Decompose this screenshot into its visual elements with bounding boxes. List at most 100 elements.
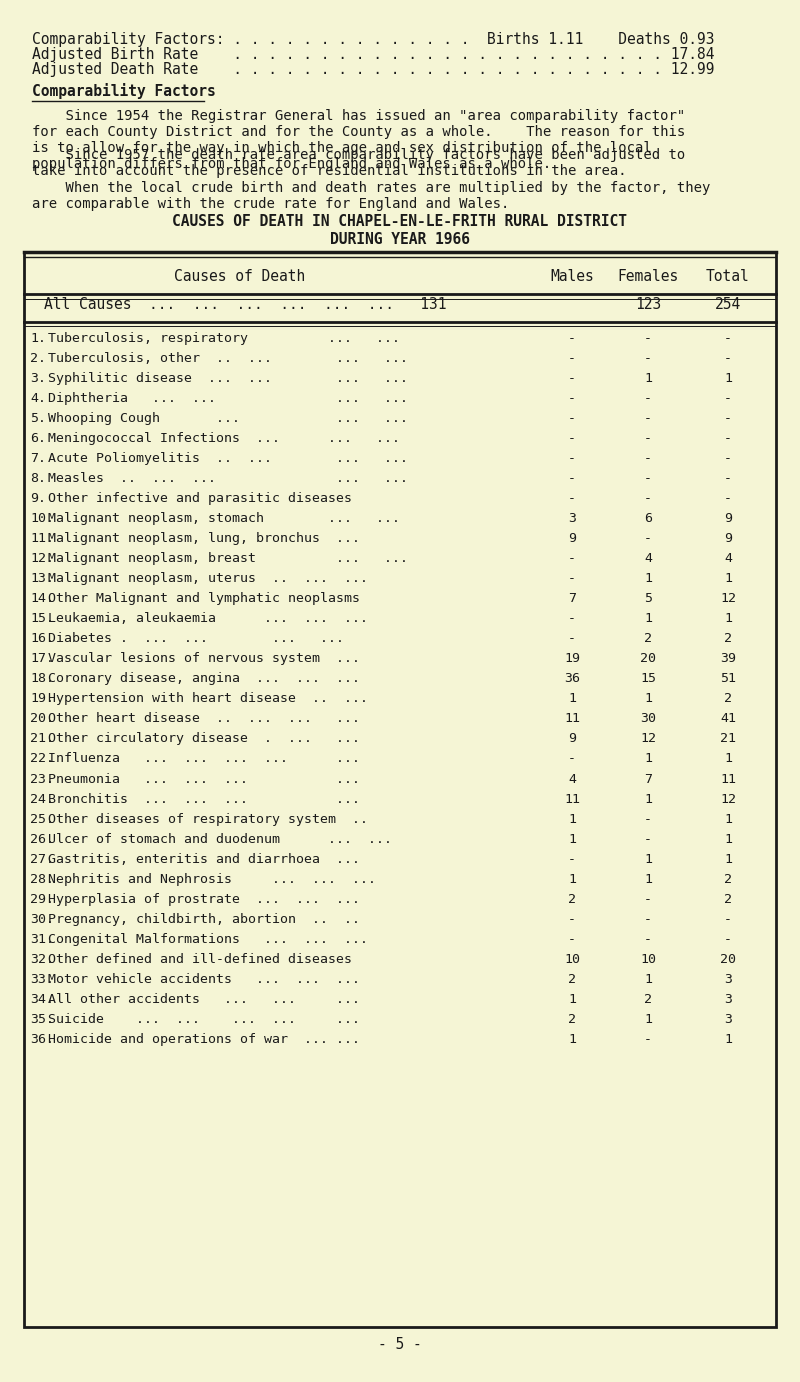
Text: Acute Poliomyelitis  ..  ...        ...   ...: Acute Poliomyelitis .. ... ... ... — [48, 452, 408, 464]
Text: 11: 11 — [564, 712, 580, 726]
Text: Males: Males — [550, 269, 594, 285]
Text: 27.: 27. — [30, 853, 54, 865]
Text: -: - — [644, 351, 652, 365]
Text: Pneumonia   ...  ...  ...           ...: Pneumonia ... ... ... ... — [48, 773, 360, 785]
Text: 1: 1 — [724, 612, 732, 625]
Text: 12: 12 — [720, 792, 736, 806]
Text: 9.: 9. — [30, 492, 46, 504]
Text: 15.: 15. — [30, 612, 54, 625]
Text: Adjusted Death Rate    . . . . . . . . . . . . . . . . . . . . . . . . . 12.99: Adjusted Death Rate . . . . . . . . . . … — [32, 62, 714, 77]
Text: 29.: 29. — [30, 893, 54, 905]
Text: 9: 9 — [568, 532, 576, 545]
Text: is to allow for the way in which the age and sex distribution of the local: is to allow for the way in which the age… — [32, 141, 652, 155]
Text: Gastritis, enteritis and diarrhoea  ...: Gastritis, enteritis and diarrhoea ... — [48, 853, 360, 865]
Text: DURING YEAR 1966: DURING YEAR 1966 — [330, 232, 470, 247]
Text: -: - — [724, 431, 732, 445]
Text: 10.: 10. — [30, 511, 54, 525]
Text: 35.: 35. — [30, 1013, 54, 1025]
Text: Total: Total — [706, 269, 750, 285]
Text: 1: 1 — [724, 813, 732, 825]
Text: 1: 1 — [644, 372, 652, 384]
Text: take into account the presence of residential institutions in the area.: take into account the presence of reside… — [32, 163, 626, 178]
Text: 25.: 25. — [30, 813, 54, 825]
Text: -: - — [568, 351, 576, 365]
Text: 15: 15 — [640, 672, 656, 685]
Text: -: - — [568, 572, 576, 585]
Text: -: - — [568, 612, 576, 625]
Text: Homicide and operations of war  ... ...: Homicide and operations of war ... ... — [48, 1032, 360, 1046]
Text: 19: 19 — [564, 652, 580, 665]
Text: -: - — [724, 452, 732, 464]
Text: Suicide    ...  ...    ...  ...     ...: Suicide ... ... ... ... ... — [48, 1013, 360, 1025]
Text: Leukaemia, aleukaemia      ...  ...  ...: Leukaemia, aleukaemia ... ... ... — [48, 612, 368, 625]
Text: Measles  ..  ...  ...               ...   ...: Measles .. ... ... ... ... — [48, 471, 408, 485]
Text: -: - — [644, 492, 652, 504]
Text: Nephritis and Nephrosis     ...  ...  ...: Nephritis and Nephrosis ... ... ... — [48, 872, 376, 886]
Text: 2: 2 — [724, 893, 732, 905]
Text: 7.: 7. — [30, 452, 46, 464]
Text: - 5 -: - 5 - — [378, 1336, 422, 1352]
Text: 20: 20 — [640, 652, 656, 665]
Text: -: - — [568, 933, 576, 945]
Text: 12: 12 — [720, 591, 736, 605]
Text: 3: 3 — [724, 992, 732, 1006]
Text: -: - — [724, 492, 732, 504]
Text: -: - — [644, 391, 652, 405]
Text: Vascular lesions of nervous system  ...: Vascular lesions of nervous system ... — [48, 652, 360, 665]
Text: Malignant neoplasm, stomach        ...   ...: Malignant neoplasm, stomach ... ... — [48, 511, 400, 525]
Text: -: - — [644, 912, 652, 926]
Text: 26.: 26. — [30, 832, 54, 846]
Text: 16.: 16. — [30, 632, 54, 645]
Text: Comparability Factors: . . . . . . . . . . . . . .  Births 1.11    Deaths 0.93: Comparability Factors: . . . . . . . . .… — [32, 32, 714, 47]
Text: -: - — [568, 492, 576, 504]
Text: 36.: 36. — [30, 1032, 54, 1046]
Text: Whooping Cough       ...            ...   ...: Whooping Cough ... ... ... — [48, 412, 408, 424]
Text: 12: 12 — [640, 732, 656, 745]
Text: 22.: 22. — [30, 752, 54, 766]
Text: Other defined and ill-defined diseases: Other defined and ill-defined diseases — [48, 952, 352, 966]
Text: 1: 1 — [568, 813, 576, 825]
Text: Bronchitis  ...  ...  ...           ...: Bronchitis ... ... ... ... — [48, 792, 360, 806]
Text: -: - — [644, 832, 652, 846]
Text: -: - — [568, 551, 576, 565]
Text: All other accidents   ...   ...     ...: All other accidents ... ... ... — [48, 992, 360, 1006]
Text: Syphilitic disease  ...  ...        ...   ...: Syphilitic disease ... ... ... ... — [48, 372, 408, 384]
Text: 123: 123 — [635, 297, 661, 312]
Text: 2: 2 — [724, 632, 732, 645]
Text: for each County District and for the County as a whole.    The reason for this: for each County District and for the Cou… — [32, 126, 686, 140]
Text: 1: 1 — [568, 1032, 576, 1046]
Text: 1: 1 — [568, 992, 576, 1006]
Text: 9: 9 — [724, 532, 732, 545]
Text: 3.: 3. — [30, 372, 46, 384]
Text: 51: 51 — [720, 672, 736, 685]
Text: -: - — [644, 933, 652, 945]
Text: 1.: 1. — [30, 332, 46, 344]
Text: -: - — [724, 933, 732, 945]
Text: 4: 4 — [724, 551, 732, 565]
Text: 4: 4 — [568, 773, 576, 785]
Text: 2: 2 — [568, 1013, 576, 1025]
Text: Meningococcal Infections  ...      ...   ...: Meningococcal Infections ... ... ... — [48, 431, 400, 445]
Text: 23.: 23. — [30, 773, 54, 785]
Text: Other Malignant and lymphatic neoplasms: Other Malignant and lymphatic neoplasms — [48, 591, 360, 605]
Text: -: - — [724, 351, 732, 365]
Text: 8.: 8. — [30, 471, 46, 485]
Text: Diabetes .  ...  ...        ...   ...: Diabetes . ... ... ... ... — [48, 632, 344, 645]
Text: 7: 7 — [568, 591, 576, 605]
Text: -: - — [568, 412, 576, 424]
Text: Other infective and parasitic diseases: Other infective and parasitic diseases — [48, 492, 384, 504]
Text: -: - — [644, 532, 652, 545]
Text: Other circulatory disease  .  ...   ...: Other circulatory disease . ... ... — [48, 732, 360, 745]
Text: 36: 36 — [564, 672, 580, 685]
Text: 1: 1 — [568, 692, 576, 705]
Text: Pregnancy, childbirth, abortion  ..  ..: Pregnancy, childbirth, abortion .. .. — [48, 912, 360, 926]
Text: -: - — [568, 632, 576, 645]
Text: -: - — [644, 893, 652, 905]
Text: 28.: 28. — [30, 872, 54, 886]
Text: -: - — [724, 471, 732, 485]
Text: 2: 2 — [644, 632, 652, 645]
Text: -: - — [568, 912, 576, 926]
Text: 1: 1 — [644, 792, 652, 806]
Text: Females: Females — [618, 269, 678, 285]
Text: 32.: 32. — [30, 952, 54, 966]
